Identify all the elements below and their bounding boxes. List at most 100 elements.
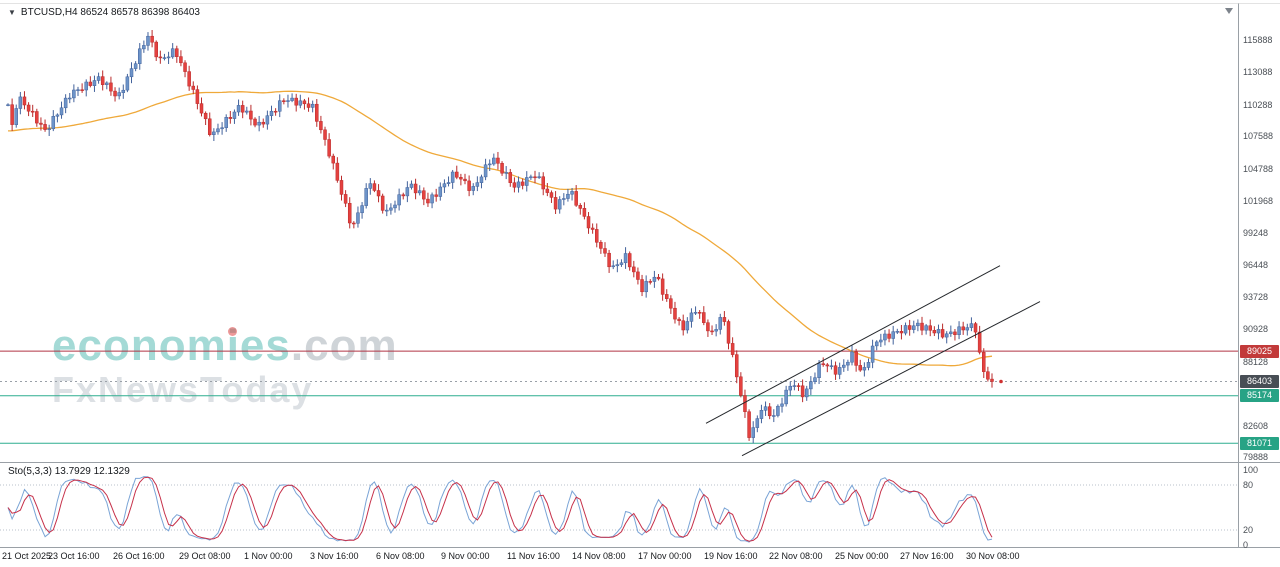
trendline-1[interactable] — [705, 265, 1001, 424]
candlestick — [673, 307, 677, 320]
candlestick — [298, 100, 303, 106]
candlestick — [467, 180, 471, 191]
scroll-to-end-icon[interactable] — [1225, 8, 1233, 14]
candlestick — [533, 176, 537, 179]
candlestick — [166, 56, 171, 59]
candlestick — [656, 276, 661, 280]
candlestick — [907, 325, 912, 330]
indicator-axis-label: 20 — [1243, 525, 1254, 535]
candlestick — [977, 331, 982, 353]
candlestick — [813, 377, 817, 382]
candlestick — [607, 252, 611, 268]
symbol-dropdown-icon[interactable]: ▼ — [8, 8, 16, 17]
candlestick — [623, 253, 628, 264]
candlestick — [615, 264, 620, 267]
candlestick — [224, 117, 228, 128]
candlestick — [879, 339, 883, 343]
candlestick — [282, 100, 286, 102]
candlestick — [776, 405, 780, 416]
candlestick — [912, 325, 916, 330]
candlestick — [129, 68, 134, 78]
time-axis-label: 1 Nov 00:00 — [244, 551, 293, 561]
candlestick — [664, 294, 669, 299]
price-axis-label: 113088 — [1243, 67, 1273, 78]
candlestick — [339, 180, 344, 195]
candlestick — [866, 362, 871, 368]
moving-average-line[interactable] — [7, 90, 993, 367]
time-axis-label: 9 Nov 00:00 — [441, 551, 490, 561]
candlestick — [150, 35, 154, 43]
candlestick — [323, 129, 327, 140]
time-axis-label: 25 Nov 00:00 — [835, 551, 889, 561]
candlestick — [43, 124, 47, 130]
candlestick — [125, 76, 130, 91]
candlestick — [117, 92, 121, 97]
trendline-2[interactable] — [741, 301, 1041, 457]
candlestick — [434, 194, 438, 197]
candlestick — [455, 171, 459, 178]
candlestick — [965, 327, 970, 331]
candlestick — [18, 96, 23, 109]
candlestick — [537, 176, 541, 178]
candlestick — [257, 121, 261, 126]
watermark-line1: economies.com — [52, 324, 398, 368]
candlestick — [265, 115, 270, 125]
candlestick — [175, 48, 179, 57]
candlestick — [619, 262, 624, 265]
candlestick — [944, 333, 949, 338]
candlestick — [800, 385, 805, 398]
candlestick — [578, 205, 583, 209]
time-axis-label: 22 Nov 08:00 — [769, 551, 823, 561]
candlestick — [932, 330, 937, 334]
candlestick — [874, 341, 879, 347]
candlestick — [100, 76, 105, 85]
candlestick — [253, 118, 257, 126]
candlestick — [228, 117, 233, 119]
candlestick — [249, 110, 253, 120]
candlestick — [726, 321, 731, 344]
candlestick — [372, 183, 377, 191]
candlestick — [804, 388, 809, 398]
price-axis-label: 110288 — [1243, 99, 1273, 110]
candlestick — [245, 110, 249, 113]
candlestick — [446, 182, 451, 184]
time-axis-label: 3 Nov 16:00 — [310, 551, 359, 561]
candlestick — [236, 105, 241, 113]
time-axis-label: 27 Nov 16:00 — [900, 551, 954, 561]
candlestick — [463, 178, 467, 182]
indicator-axis-label: 80 — [1243, 480, 1254, 490]
candlestick — [644, 281, 648, 293]
candlestick — [846, 361, 850, 366]
candlestick — [22, 96, 27, 106]
candlestick — [426, 198, 430, 204]
candlestick — [949, 331, 953, 334]
candlestick — [492, 157, 496, 165]
candlestick — [216, 128, 220, 133]
candlestick — [376, 190, 381, 197]
time-axis-label: 17 Nov 00:00 — [638, 551, 692, 561]
candlestick — [113, 90, 117, 97]
candlestick — [6, 104, 10, 106]
candlestick — [142, 45, 146, 50]
candlestick — [212, 131, 216, 135]
candlestick — [170, 48, 175, 58]
candlestick — [14, 108, 18, 125]
candlestick — [702, 312, 706, 323]
candlestick — [829, 365, 834, 367]
candlestick — [39, 122, 43, 125]
candlestick — [858, 365, 863, 371]
candlestick — [784, 389, 788, 405]
candlestick — [187, 71, 191, 87]
candlestick — [767, 406, 772, 417]
time-axis-label: 14 Nov 08:00 — [572, 551, 626, 561]
candlestick — [755, 418, 760, 428]
price-axis-label: 115888 — [1243, 35, 1273, 45]
candlestick — [183, 62, 187, 72]
candlestick — [599, 242, 603, 249]
candlestick — [751, 427, 755, 438]
candlestick — [562, 198, 566, 200]
candlestick — [385, 209, 389, 212]
candlestick — [273, 110, 278, 113]
